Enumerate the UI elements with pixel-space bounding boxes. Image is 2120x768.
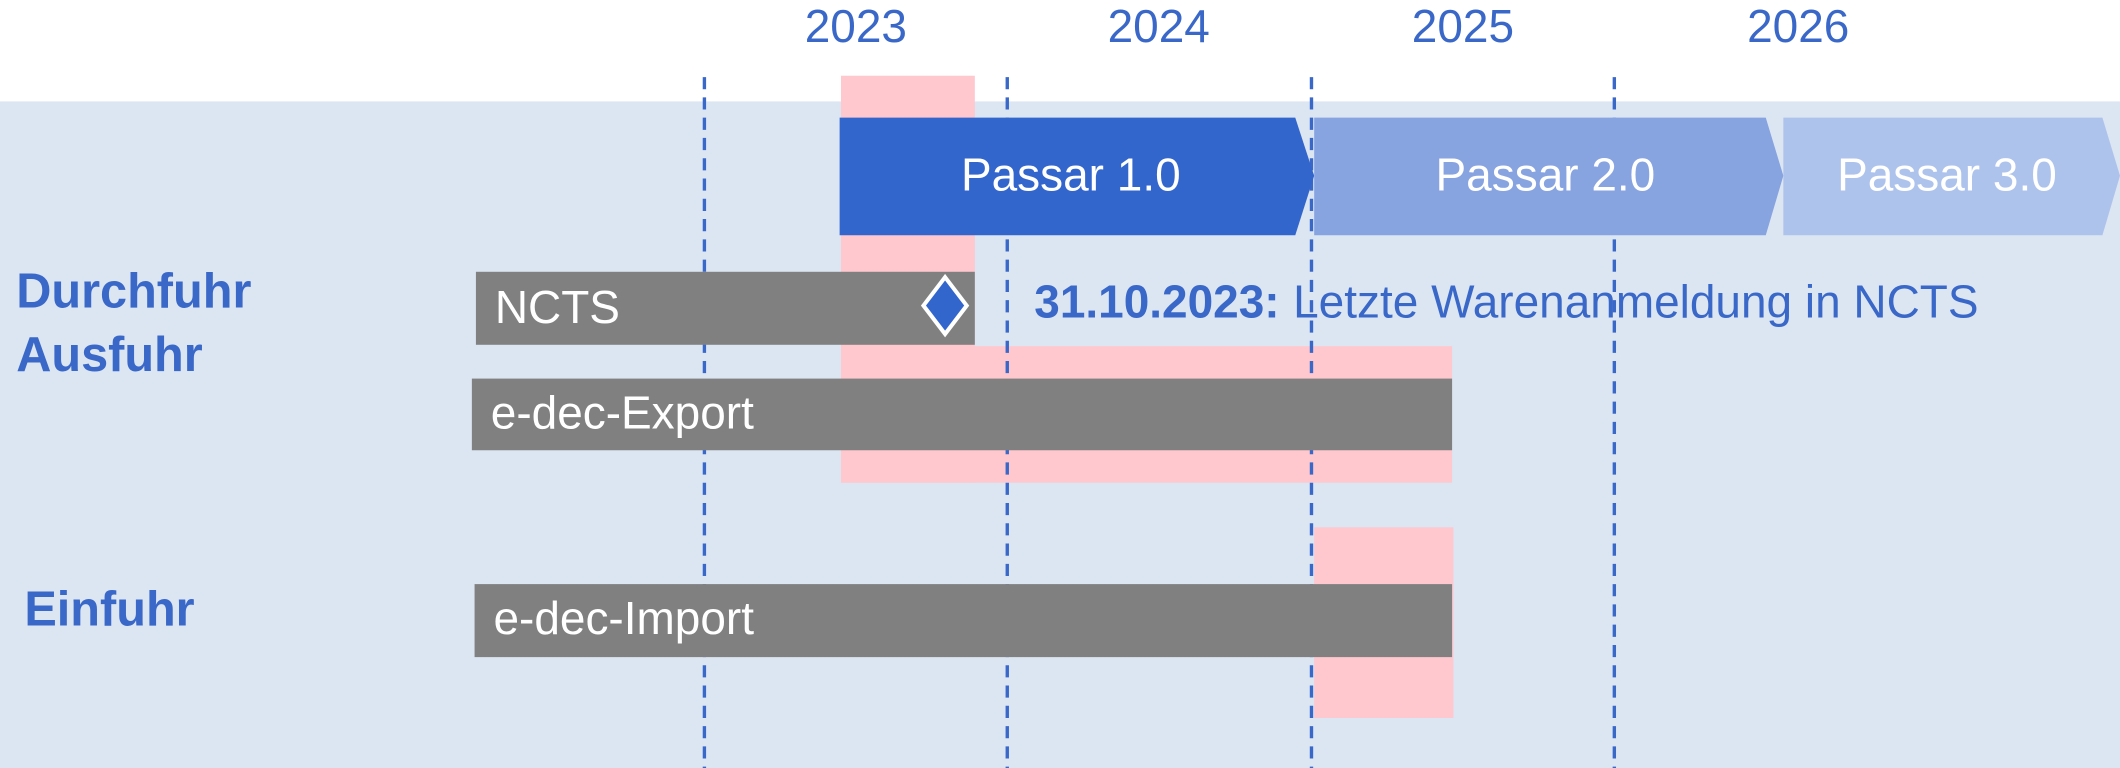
year-label: 2023 (805, 0, 907, 52)
phase-arrow (1314, 117, 1784, 236)
year-label: 2026 (1747, 0, 1849, 52)
milestone (920, 273, 970, 338)
system-bar (475, 271, 975, 345)
group-label: Ausfuhr (16, 328, 203, 382)
year-label: 2024 (1108, 0, 1210, 52)
bar-label: NCTS (495, 281, 620, 333)
phase-arrow (1783, 117, 2120, 236)
year-label: 2025 (1412, 0, 1514, 52)
system-bar (471, 378, 1453, 451)
group-label: Einfuhr (24, 582, 194, 636)
group-label: Durchfuhr (16, 265, 251, 319)
bar-label: e-dec-Export (491, 387, 754, 439)
phase-label: Passar 3.0 (1837, 149, 2057, 201)
annotation: 31.10.2023: Letzte Warenanmeldung in NCTS (1034, 276, 1978, 328)
annotation-text: Letzte Warenanmeldung in NCTS (1293, 276, 1978, 328)
bar-label: e-dec-Import (493, 592, 754, 644)
phase-label: Passar 1.0 (961, 149, 1181, 201)
system-bar (474, 584, 1453, 658)
annotation-date: 31.10.2023: (1034, 276, 1279, 328)
phase-label: Passar 2.0 (1436, 149, 1656, 201)
phase-arrow (839, 117, 1315, 236)
